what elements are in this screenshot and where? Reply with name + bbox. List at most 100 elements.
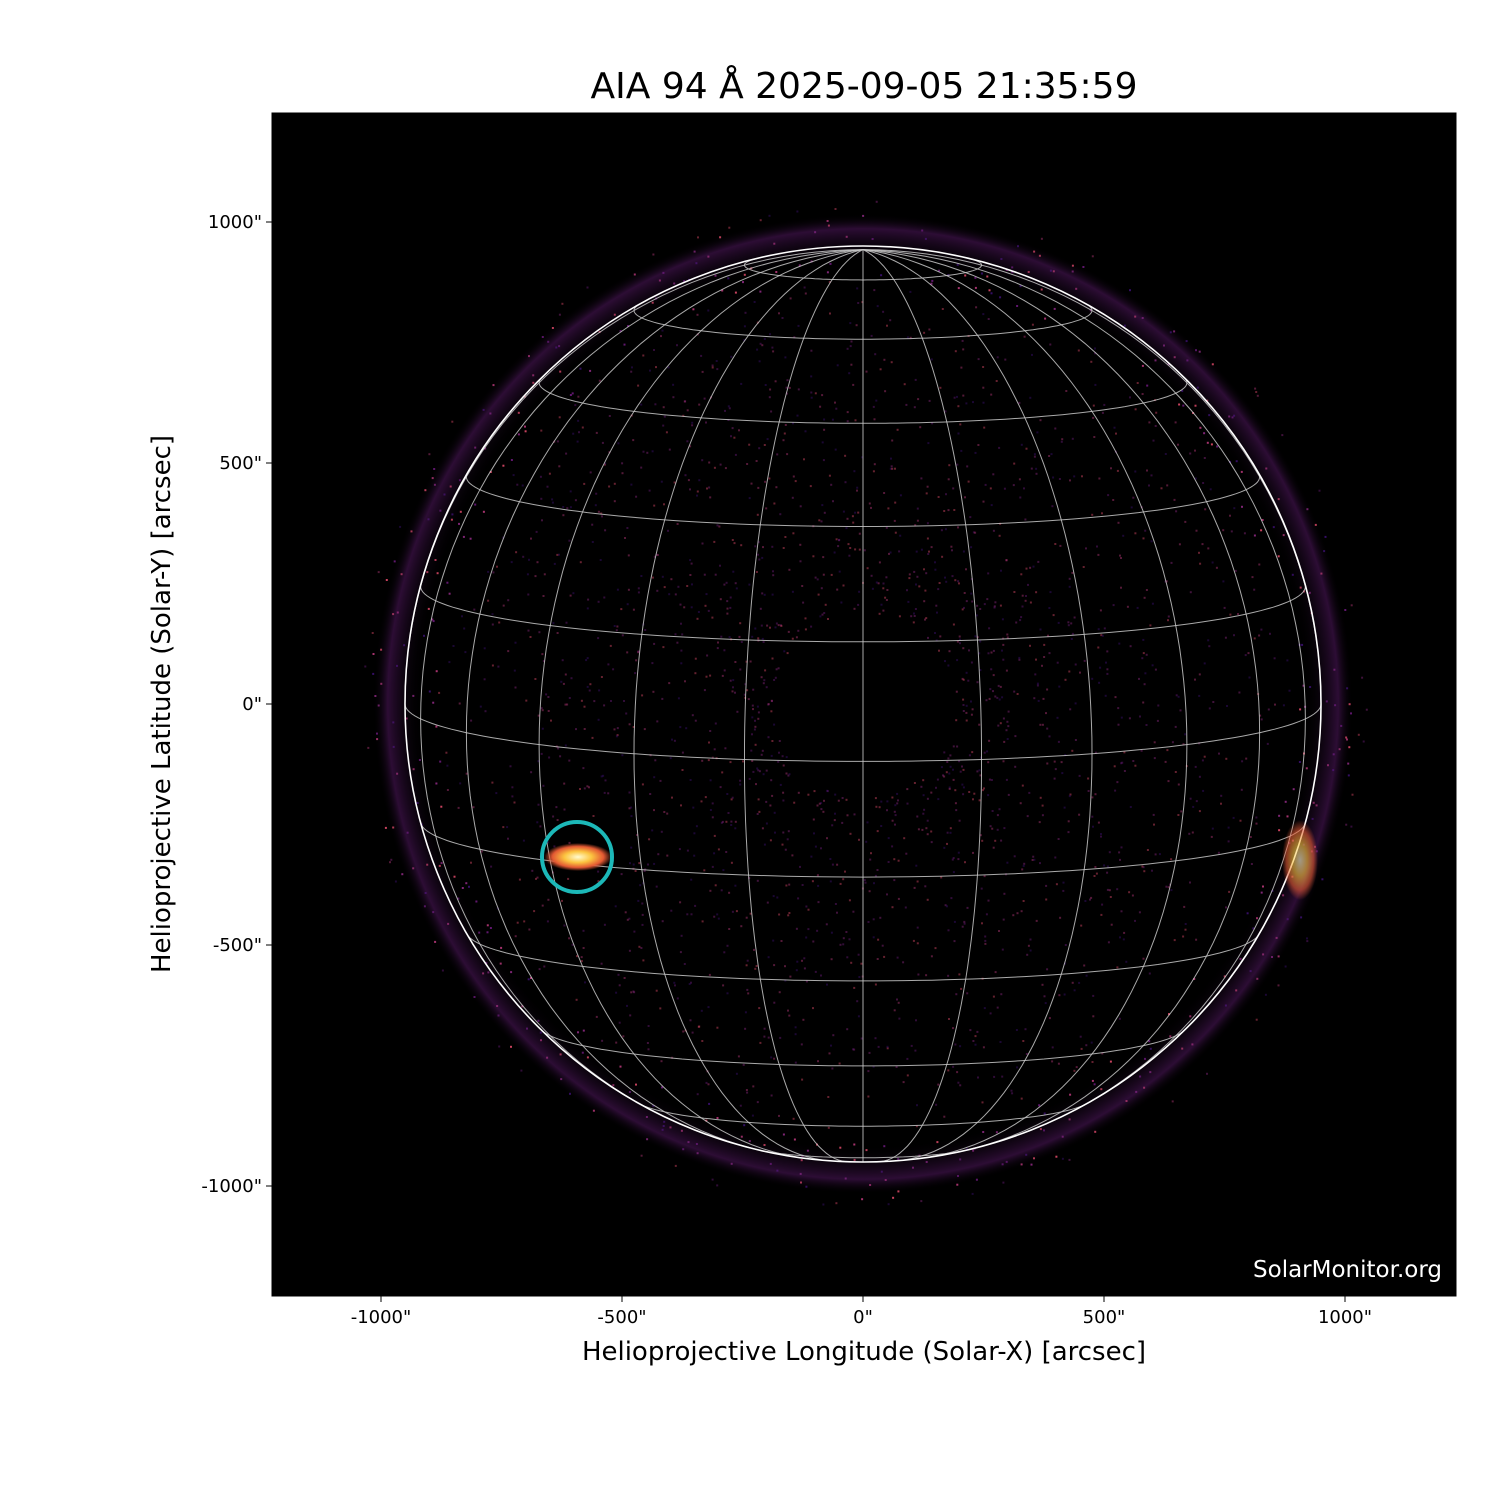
emission-pixel xyxy=(1171,1100,1174,1103)
x-tick-label: -500" xyxy=(597,1307,646,1328)
emission-pixel xyxy=(796,210,799,213)
emission-pixel xyxy=(1061,1157,1064,1160)
emission-pixel xyxy=(1254,387,1257,390)
y-axis-label: Helioprojective Latitude (Solar-Y) [arcs… xyxy=(147,434,177,974)
y-tick-label: 1000" xyxy=(208,212,262,233)
emission-pixel xyxy=(1357,733,1360,736)
emission-pixel xyxy=(389,861,391,864)
emission-pixel xyxy=(1040,237,1043,240)
emission-pixel xyxy=(716,1184,719,1187)
emission-pixel xyxy=(892,1196,895,1199)
longitude-line xyxy=(465,249,864,1150)
emission-pixel xyxy=(1030,1163,1033,1166)
x-tick-label: 500" xyxy=(1083,1307,1126,1328)
emission-pixel xyxy=(1344,609,1347,611)
emission-pixel xyxy=(1284,965,1287,968)
longitude-line xyxy=(862,249,982,1163)
watermark: SolarMonitor.org xyxy=(1253,1257,1442,1283)
emission-pixel xyxy=(1324,535,1327,538)
longitude-line xyxy=(862,249,1306,1113)
longitude-line xyxy=(744,249,864,1163)
emission-pixel xyxy=(384,826,387,829)
emission-pixel xyxy=(1068,1158,1071,1161)
emission-pixel xyxy=(558,313,561,316)
emission-pixel xyxy=(1255,1018,1258,1021)
flare-highlight-circle[interactable] xyxy=(540,820,614,894)
emission-pixel xyxy=(1347,774,1350,777)
emission-pixel xyxy=(371,632,374,634)
emission-pixel xyxy=(372,672,375,675)
emission-pixel xyxy=(1256,394,1259,397)
longitude-line xyxy=(633,249,864,1161)
emission-pixel xyxy=(1321,878,1324,881)
emission-pixel xyxy=(822,1203,825,1206)
x-tick-label: 1000" xyxy=(1318,1307,1372,1328)
emission-pixel xyxy=(711,1178,714,1181)
emission-pixel xyxy=(834,208,837,210)
y-tick-label: -500" xyxy=(213,935,262,956)
solar-limb xyxy=(404,245,1322,1163)
emission-pixel xyxy=(1350,825,1353,828)
emission-pixel xyxy=(1129,289,1131,292)
emission-pixel xyxy=(1350,604,1353,607)
emission-pixel xyxy=(652,253,655,256)
emission-pixel xyxy=(861,1198,864,1201)
emission-pixel xyxy=(1318,489,1321,492)
emission-pixel xyxy=(768,214,771,217)
x-axis-label: Helioprojective Longitude (Solar-X) [arc… xyxy=(581,1337,1147,1367)
limb-active-region xyxy=(1282,820,1318,900)
emission-pixel xyxy=(1055,1155,1058,1158)
y-tick-label: 500" xyxy=(219,453,262,474)
longitude-line xyxy=(538,249,864,1158)
emission-pixel xyxy=(520,1069,523,1072)
emission-pixel xyxy=(394,880,397,883)
emission-pixel xyxy=(441,969,444,972)
emission-pixel xyxy=(1306,940,1309,943)
emission-pixel xyxy=(674,1164,677,1167)
plot-title: AIA 94 Å 2025-09-05 21:35:59 xyxy=(590,66,1138,107)
longitude-line xyxy=(862,249,1261,1150)
emission-pixel xyxy=(1351,793,1354,796)
longitude-line xyxy=(420,249,864,1113)
y-tick-label: 0" xyxy=(242,694,262,715)
emission-pixel xyxy=(377,571,380,574)
emission-pixel xyxy=(401,873,404,876)
emission-pixel xyxy=(372,653,375,655)
emission-pixel xyxy=(364,665,367,668)
emission-pixel xyxy=(1264,993,1267,996)
axes: -1000" -500" 0" 500" 1000" 1000" 500" 0" -500" -1… xyxy=(201,112,1457,1328)
emission-pixel xyxy=(887,1203,890,1206)
emission-pixel xyxy=(1361,676,1364,679)
emission-pixel xyxy=(498,1045,501,1048)
emission-pixel xyxy=(835,1202,838,1205)
flare-region xyxy=(544,843,612,871)
emission-pixel xyxy=(1362,740,1365,743)
x-tick-label: 0" xyxy=(853,1307,873,1328)
emission-pixel xyxy=(920,1200,923,1203)
emission-pixel xyxy=(586,286,589,289)
emission-pixel xyxy=(1206,1072,1208,1075)
emission-pixel xyxy=(385,579,388,581)
x-tick-label: -1000" xyxy=(351,1307,412,1328)
emission-pixel xyxy=(1365,708,1368,711)
emission-pixel xyxy=(759,219,762,222)
emission-pixel xyxy=(399,525,402,528)
emission-pixel xyxy=(971,1192,974,1195)
emission-pixel xyxy=(1255,391,1258,393)
emission-pixel xyxy=(1002,1181,1005,1184)
emission-pixel xyxy=(390,858,393,861)
emission-pixel xyxy=(875,200,878,203)
emission-pixel xyxy=(728,226,731,229)
emission-pixel xyxy=(697,236,699,239)
emission-pixel xyxy=(1091,255,1094,258)
emission-pixel xyxy=(1345,823,1348,826)
emission-pixel xyxy=(1306,937,1308,940)
emission-pixel xyxy=(1281,434,1284,437)
emission-pixel xyxy=(451,420,454,423)
emission-pixel xyxy=(428,453,431,456)
emission-pixel xyxy=(640,1154,643,1157)
emission-pixel xyxy=(1277,984,1280,987)
emission-pixel xyxy=(510,1045,512,1048)
